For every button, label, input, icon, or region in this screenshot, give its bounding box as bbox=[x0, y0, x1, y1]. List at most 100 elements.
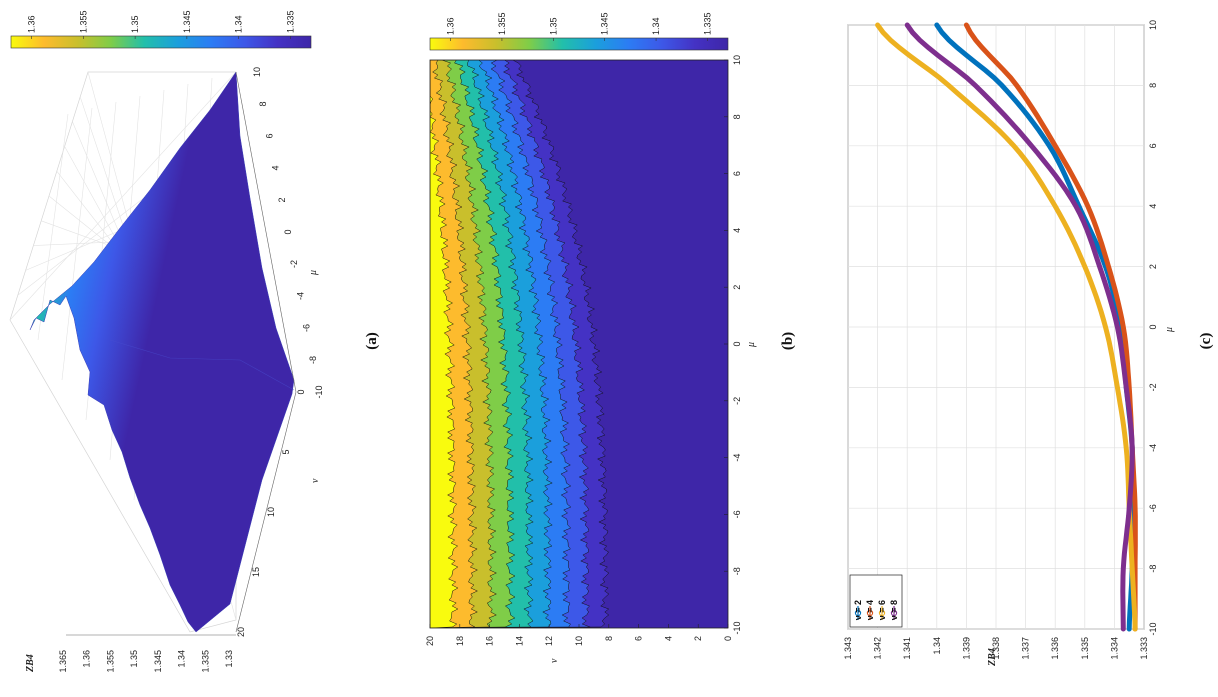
surface-y-tick: 2 bbox=[277, 197, 287, 202]
colorbar-tick-label: 1.34 bbox=[651, 17, 661, 35]
contour-x-tick: -6 bbox=[732, 510, 742, 518]
surface-x-tick: 5 bbox=[281, 449, 291, 454]
legend-marker bbox=[890, 609, 898, 617]
surface-y-tick: -6 bbox=[302, 324, 312, 332]
contour-y-tick: 18 bbox=[455, 636, 465, 646]
contour-x-tick: -2 bbox=[732, 397, 742, 405]
surface-gridline bbox=[61, 107, 93, 381]
surface-z-label: ZB4 bbox=[25, 654, 36, 673]
surface-x-tick: 10 bbox=[266, 507, 276, 517]
surface-ridge bbox=[109, 339, 295, 391]
legend-box bbox=[849, 574, 903, 628]
surface-z-tick: 1.34 bbox=[177, 650, 187, 668]
surface-z-ticks: 1.33 1.335 1.34 1.345 1.35 1.355 1.36 1.365 bbox=[58, 634, 236, 673]
contour-y-tick: 8 bbox=[604, 636, 614, 641]
contour-x-tick: -10 bbox=[732, 621, 742, 634]
colorbar-a: 1.36 1.355 1.35 1.345 1.34 1.335 bbox=[10, 10, 312, 49]
line-y-tick: 1.333 bbox=[1139, 637, 1149, 660]
line-y-tick: 1.341 bbox=[902, 637, 912, 660]
line-x-ticks: -10 -8 -6 -4 -2 0 2 4 6 8 10 bbox=[1148, 20, 1158, 636]
series-line-2 bbox=[963, 22, 1138, 632]
colorbar-b-ticks: 1.36 1.355 1.35 1.345 1.34 1.335 bbox=[446, 12, 712, 41]
legend-entry: ν = 4 bbox=[865, 600, 875, 620]
line-x-tick: 8 bbox=[1148, 83, 1158, 88]
colorbar-tick-label: 1.335 bbox=[285, 10, 295, 33]
series-line-4 bbox=[904, 22, 1135, 632]
line-y-tick: 1.338 bbox=[991, 637, 1001, 660]
contour-y-label: ν bbox=[549, 658, 560, 663]
contour-axes-b: -10 -8 -6 -4 -2 0 2 4 6 8 10 0 2 4 6 8 10 12 14 16 18 20 μ ν bbox=[425, 55, 757, 663]
surface-mesh bbox=[29, 71, 295, 633]
surface-z-tick: 1.345 bbox=[153, 650, 163, 673]
surface-y-tick: 0 bbox=[283, 229, 293, 234]
colorbar-tick-label: 1.335 bbox=[702, 12, 712, 35]
surface-z-tick: 1.365 bbox=[58, 650, 68, 673]
colorbar-tick-label: 1.36 bbox=[446, 17, 456, 35]
line-series bbox=[875, 22, 1138, 632]
surface-y-tick: -8 bbox=[308, 356, 318, 364]
surface-y-tick: 4 bbox=[271, 165, 281, 170]
panel-c: -10 -8 -6 -4 -2 0 2 4 6 8 10 1.333 1.334 1.335 1.336 1… bbox=[843, 20, 1214, 667]
contour-x-tick: -8 bbox=[732, 567, 742, 575]
line-y-tick: 1.342 bbox=[873, 637, 883, 660]
surface-y-tick: -2 bbox=[289, 260, 299, 268]
contour-bands bbox=[430, 60, 610, 628]
line-x-tick: -2 bbox=[1148, 383, 1158, 391]
line-y-tick: 1.337 bbox=[1021, 637, 1031, 660]
surface-z-tick: 1.355 bbox=[105, 650, 115, 673]
line-y-tick: 1.339 bbox=[961, 637, 971, 660]
line-x-tick: 0 bbox=[1148, 324, 1158, 329]
panel-b-label: (b) bbox=[780, 332, 796, 350]
line-x-tick: -8 bbox=[1148, 565, 1158, 573]
colorbar-a-ticks: 1.36 1.355 1.35 1.345 1.34 1.335 bbox=[27, 10, 295, 39]
colorbar-tick-label: 1.34 bbox=[234, 15, 244, 33]
line-x-tick: 6 bbox=[1148, 143, 1158, 148]
line-x-label: μ bbox=[1164, 327, 1175, 333]
surface-gridline bbox=[9, 71, 237, 321]
surface-z-tick: 1.36 bbox=[82, 650, 92, 668]
contour-y-tick: 20 bbox=[425, 636, 435, 646]
surface-y-tick: -4 bbox=[295, 292, 305, 300]
surface-z-tick: 1.35 bbox=[129, 650, 139, 668]
surface-x-label: ν bbox=[310, 478, 321, 483]
contour-y-tick: 12 bbox=[544, 636, 554, 646]
contour-band bbox=[430, 60, 459, 628]
contour-x-ticks: -10 -8 -6 -4 -2 0 2 4 6 8 10 bbox=[724, 55, 742, 635]
contour-y-tick: 2 bbox=[693, 636, 703, 641]
legend-marker bbox=[866, 609, 874, 617]
colorbar-b-rect bbox=[429, 37, 729, 51]
contour-y-tick: 4 bbox=[663, 636, 673, 641]
colorbar-tick-label: 1.36 bbox=[27, 15, 37, 33]
colorbar-tick-label: 1.35 bbox=[548, 17, 558, 35]
legend-entry: ν = 6 bbox=[877, 600, 887, 620]
contour-x-tick: 8 bbox=[732, 114, 742, 119]
legend-entry: ν = 8 bbox=[889, 600, 899, 620]
line-x-tick: 2 bbox=[1148, 264, 1158, 269]
contour-x-tick: 0 bbox=[732, 341, 742, 346]
contour-x-tick: -4 bbox=[732, 454, 742, 462]
line-y-label: ZB4 bbox=[987, 648, 998, 667]
contour-x-tick: 6 bbox=[732, 171, 742, 176]
line-y-tick: 1.336 bbox=[1050, 637, 1060, 660]
contour-x-tick: 2 bbox=[732, 285, 742, 290]
contour-y-tick: 14 bbox=[514, 636, 524, 646]
line-x-tick: -10 bbox=[1148, 622, 1158, 635]
line-x-tick: 4 bbox=[1148, 204, 1158, 209]
colorbar-tick-label: 1.345 bbox=[182, 10, 192, 33]
contour-y-tick: 10 bbox=[574, 636, 584, 646]
legend-marker bbox=[854, 609, 862, 617]
line-x-tick: 10 bbox=[1148, 20, 1158, 30]
contour-x-tick: 10 bbox=[732, 55, 742, 65]
colorbar-tick-label: 1.35 bbox=[130, 15, 140, 33]
contour-y-tick: 6 bbox=[634, 636, 644, 641]
surface-x-tick: 20 bbox=[236, 627, 246, 637]
surface-x-tick: 15 bbox=[251, 567, 261, 577]
surface-y-ticks: -10 -8 -6 -4 -2 0 2 4 6 8 10 bbox=[235, 67, 324, 399]
surface-gridline bbox=[37, 113, 69, 341]
surface-y-axis bbox=[235, 71, 297, 393]
line-x-tick: -6 bbox=[1148, 504, 1158, 512]
